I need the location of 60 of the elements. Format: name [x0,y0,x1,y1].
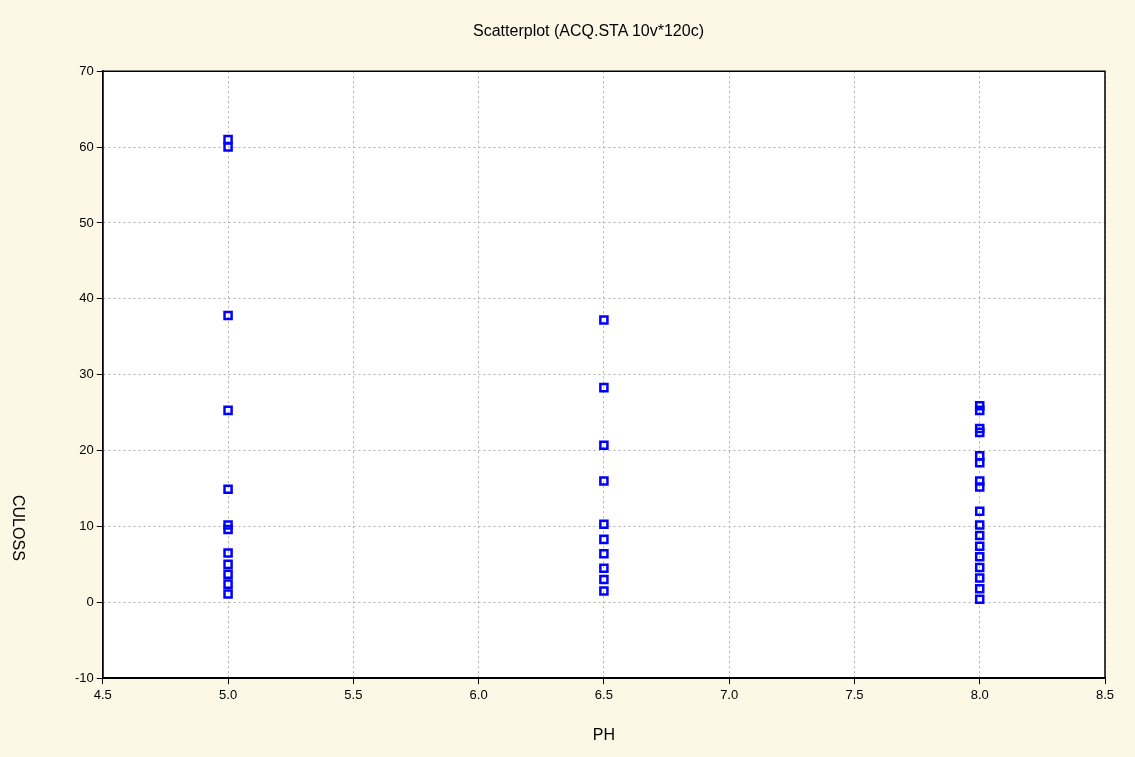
x-tick-label: 5.5 [344,686,363,702]
point [974,541,985,551]
point [974,476,985,486]
x-tick-label: 4.5 [93,686,112,702]
point [974,594,985,605]
point [974,482,985,492]
point [223,134,233,145]
point [599,534,609,545]
y-tick-label: 60 [79,138,94,154]
x-tick-label: 7.0 [720,686,739,702]
point [974,451,985,461]
point [223,310,233,321]
point [974,552,985,562]
x-tick-label: 8.5 [1095,686,1115,702]
y-tick-label: 10 [79,518,94,534]
point [974,520,985,530]
point [974,530,985,541]
point [223,579,233,589]
point [223,524,233,535]
point [974,405,985,416]
y-tick-label: 0 [86,593,94,609]
point [223,142,233,152]
y-axis-title: CULOSS [9,495,27,561]
y-tick-label: 20 [79,442,94,458]
point [974,427,985,438]
x-tick-label: 6.0 [469,686,488,702]
point [223,548,233,558]
point [223,589,233,599]
point [599,548,609,559]
y-tick-label: 50 [79,214,94,230]
point [974,583,985,594]
point [974,457,985,468]
point [223,559,233,570]
point [599,382,609,393]
y-tick-label: 30 [79,366,94,382]
point [599,440,609,451]
x-tick-label: 8.0 [970,686,989,702]
point [223,569,233,580]
point [599,519,609,529]
y-tick-label: 40 [79,290,94,306]
point [223,405,233,416]
x-tick-label: 6.5 [594,686,613,702]
point [974,506,985,517]
point [599,563,609,573]
chart-title: Scatterplot (ACQ.STA 10v*120c) [473,22,704,40]
x-axis-title: PH [592,725,616,743]
point [599,586,609,596]
point [223,484,233,495]
point [599,315,609,325]
point [599,574,609,585]
y-tick-label: 70 [79,62,94,78]
point [974,423,985,434]
y-tick-label: -10 [74,669,94,685]
point [974,573,985,583]
x-tick-label: 7.5 [845,686,864,702]
point [599,476,609,486]
point [974,401,985,411]
x-tick-label: 5.0 [219,686,238,702]
point [974,562,985,573]
point [223,520,233,530]
